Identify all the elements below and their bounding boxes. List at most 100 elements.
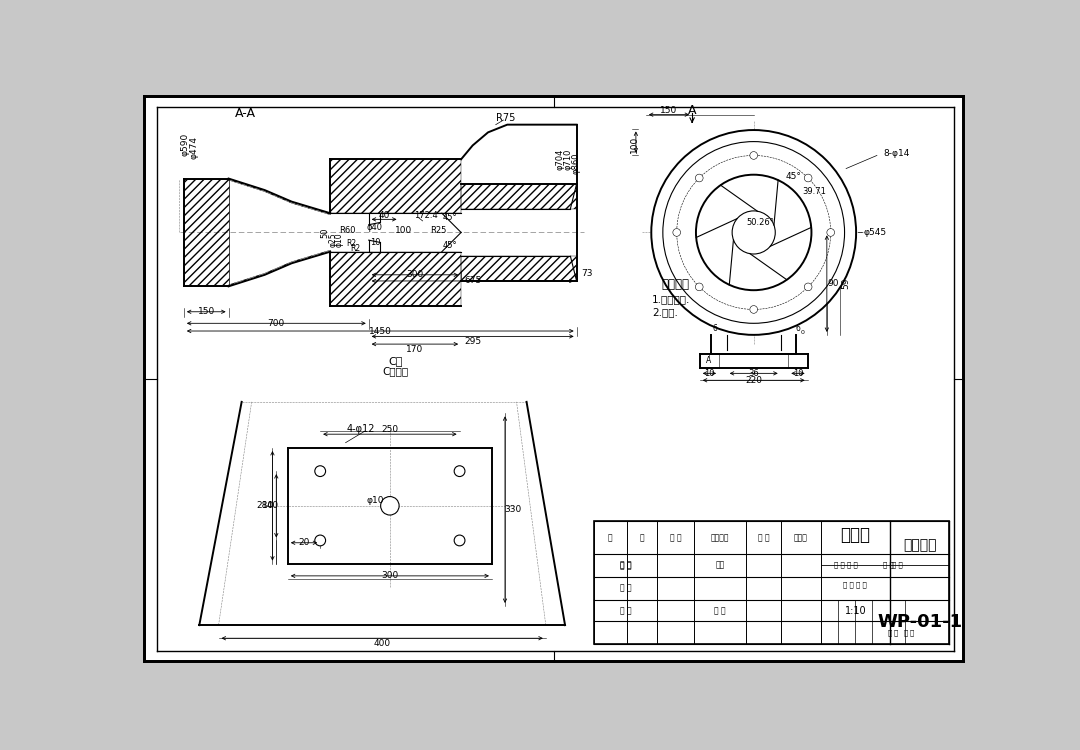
Text: φ25: φ25 [328,232,338,248]
Circle shape [696,283,703,291]
Text: 编: 编 [608,532,612,542]
Text: 36: 36 [748,369,759,378]
Text: 45°: 45° [786,172,801,181]
Text: R2: R2 [351,244,361,253]
Text: 项 目 名 称: 项 目 名 称 [843,581,867,588]
Text: 50.26°: 50.26° [746,218,773,227]
Text: 45°: 45° [442,241,457,250]
Text: 39.71: 39.71 [801,188,826,196]
Text: 400: 400 [374,639,391,648]
Text: A-A: A-A [235,106,256,119]
Text: 责 任: 责 任 [620,560,632,569]
Text: 队员人: 队员人 [794,532,808,542]
Bar [461,256,577,281]
Circle shape [380,496,400,515]
Text: φ860: φ860 [571,152,580,174]
Circle shape [455,466,465,476]
Text: 批 准: 批 准 [714,606,726,615]
Text: R2: R2 [347,239,356,248]
Bar [330,252,461,305]
Text: 技术要求: 技术要求 [661,278,689,290]
Text: 主: 主 [888,629,892,636]
Text: 雾炮主体: 雾炮主体 [903,538,936,552]
Text: 330: 330 [504,506,522,515]
Circle shape [314,535,325,546]
Circle shape [651,130,856,334]
Text: φ710: φ710 [564,148,572,170]
Text: 250: 250 [381,425,399,434]
Text: 700: 700 [268,319,285,328]
Circle shape [750,305,757,314]
Text: 主 量: 主 量 [883,562,894,568]
Text: A: A [706,356,712,364]
Text: 295: 295 [464,338,482,346]
Text: φ704: φ704 [556,148,565,170]
Circle shape [673,229,680,236]
Text: 焊接件: 焊接件 [840,526,870,544]
Text: 20: 20 [298,538,310,548]
Text: 40: 40 [378,211,390,220]
Circle shape [750,152,757,159]
Circle shape [314,466,325,476]
Text: 审 核: 审 核 [620,584,632,592]
Text: 300: 300 [381,572,399,580]
Circle shape [805,283,812,291]
Text: 0: 0 [801,330,805,335]
Text: C向视图: C向视图 [382,366,408,376]
Text: 10: 10 [793,369,804,378]
Text: 1450: 1450 [368,326,392,335]
Text: φ40: φ40 [367,223,382,232]
Text: 150: 150 [660,106,677,115]
Text: 172.4: 172.4 [415,211,438,220]
Text: 6: 6 [713,324,717,333]
Text: 1:10: 1:10 [845,605,866,616]
Circle shape [455,535,465,546]
Text: 300: 300 [406,270,423,279]
Text: C向: C向 [389,356,403,366]
Text: 基 告: 基 告 [757,532,769,542]
Text: 4-φ12: 4-φ12 [347,424,375,433]
Text: R60: R60 [339,226,355,235]
Text: 项 目 任 务: 项 目 任 务 [834,562,858,568]
Text: 图纸种类: 图纸种类 [711,532,729,542]
Text: φ545: φ545 [863,228,887,237]
Text: 比 例: 比 例 [892,562,903,568]
Text: WP-01-1: WP-01-1 [877,613,962,631]
Text: 73: 73 [581,268,593,278]
Text: 150: 150 [198,308,215,316]
Circle shape [827,229,835,236]
Text: 90: 90 [827,279,839,288]
Text: 220: 220 [745,376,762,385]
Text: 例: 例 [909,629,914,636]
Text: 台 区: 台 区 [670,532,681,542]
Text: 核批: 核批 [715,560,725,569]
Bar [594,521,949,644]
Text: 量: 量 [894,629,899,636]
Text: 45°: 45° [442,212,457,221]
Text: R25: R25 [430,226,446,235]
Text: R75: R75 [496,112,515,123]
Bar [184,178,229,286]
Text: 8-φ14: 8-φ14 [883,148,909,158]
Bar [330,159,461,213]
Text: φ10: φ10 [366,496,383,505]
Text: φ10: φ10 [334,232,343,248]
Text: 1.清除毛刺.: 1.清除毛刺. [652,295,690,304]
Text: A: A [688,104,697,116]
Text: φ474: φ474 [189,136,199,159]
Text: 6: 6 [796,324,800,333]
Text: 170: 170 [406,345,423,354]
Text: 10: 10 [369,238,380,247]
Text: 责 任: 责 任 [620,561,632,570]
Text: 100: 100 [394,226,411,235]
Text: 10: 10 [704,369,715,378]
Bar [461,184,577,209]
Text: 50: 50 [321,227,329,238]
Circle shape [805,174,812,182]
Text: 140: 140 [261,501,279,510]
Text: 比: 比 [903,629,907,636]
Text: 59: 59 [841,278,851,290]
Text: 描: 描 [639,532,645,542]
Circle shape [696,174,703,182]
Text: 2.焊接.: 2.焊接. [652,307,678,316]
